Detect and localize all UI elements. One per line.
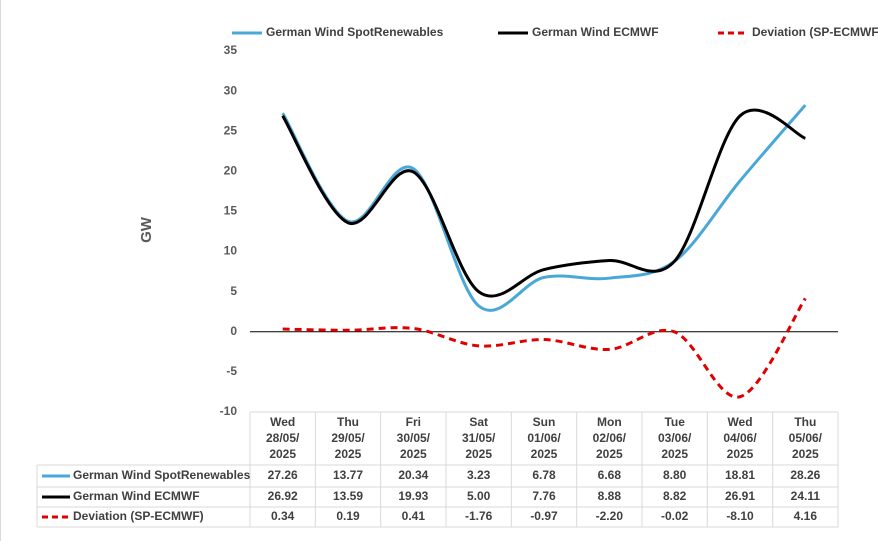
category-label: 03/06/ <box>658 431 692 445</box>
value-label: 28.26 <box>790 468 820 482</box>
category-label: 31/05/ <box>462 431 496 445</box>
category-label: 2025 <box>596 447 623 461</box>
value-label: -8.10 <box>726 509 754 523</box>
value-label: 8.80 <box>663 468 687 482</box>
table-row-label: German Wind SpotRenewables <box>73 468 251 482</box>
y-tick-label: 5 <box>230 284 237 298</box>
category-label: Thu <box>794 415 816 429</box>
y-tick-label: 20 <box>224 164 238 178</box>
value-label: -0.97 <box>530 509 558 523</box>
y-tick-label: 0 <box>230 324 237 338</box>
category-label: 2025 <box>792 447 819 461</box>
value-label: 27.26 <box>268 468 298 482</box>
y-tick-label: 35 <box>224 43 238 57</box>
value-label: 8.88 <box>598 489 622 503</box>
value-label: 26.91 <box>725 489 755 503</box>
category-label: Wed <box>270 415 295 429</box>
category-label: Fri <box>406 415 421 429</box>
series-line <box>281 104 807 312</box>
value-label: 13.59 <box>333 489 363 503</box>
y-tick-label: 10 <box>224 244 238 258</box>
value-label: -2.20 <box>596 509 624 523</box>
category-label: 29/05/ <box>331 431 365 445</box>
category-label: 30/05/ <box>397 431 431 445</box>
category-label: 04/06/ <box>723 431 757 445</box>
value-label: 24.11 <box>791 489 821 503</box>
value-label: 6.68 <box>598 468 622 482</box>
value-label: 5.00 <box>467 489 491 503</box>
category-label: Thu <box>337 415 359 429</box>
category-label: Sat <box>469 415 488 429</box>
y-tick-label: -10 <box>220 404 238 418</box>
value-label: -1.76 <box>465 509 493 523</box>
value-label: 20.34 <box>398 468 428 482</box>
category-label: 2025 <box>531 447 558 461</box>
category-label: 2025 <box>269 447 296 461</box>
category-label: 02/06/ <box>593 431 627 445</box>
category-label: 2025 <box>400 447 427 461</box>
category-label: Mon <box>597 415 622 429</box>
legend-label: German Wind ECMWF <box>532 25 659 39</box>
value-label: 0.41 <box>402 509 426 523</box>
y-axis-label: GW <box>138 216 155 243</box>
category-label: 05/06/ <box>789 431 823 445</box>
category-label: 2025 <box>661 447 688 461</box>
category-label: Wed <box>727 415 752 429</box>
y-tick-label: 15 <box>224 204 238 218</box>
y-tick-label: 25 <box>224 123 238 137</box>
value-label: 13.77 <box>333 468 363 482</box>
category-label: Sun <box>533 415 556 429</box>
value-label: -0.02 <box>661 509 689 523</box>
value-label: 0.19 <box>336 509 360 523</box>
table-row-label: Deviation (SP-ECMWF) <box>73 509 204 523</box>
value-label: 8.82 <box>663 489 687 503</box>
table-row-label: German Wind ECMWF <box>73 489 200 503</box>
series-line <box>282 297 807 399</box>
category-label: 2025 <box>465 447 492 461</box>
legend-label: Deviation (SP-ECMWF) <box>752 25 878 39</box>
value-label: 4.16 <box>794 509 818 523</box>
value-label: 26.92 <box>268 489 298 503</box>
category-label: 28/05/ <box>266 431 300 445</box>
legend-label: German Wind SpotRenewables <box>266 25 444 39</box>
y-tick-label: 30 <box>224 83 238 97</box>
value-label: 3.23 <box>467 468 491 482</box>
value-label: 0.34 <box>271 509 295 523</box>
category-label: 2025 <box>727 447 754 461</box>
y-tick-label: -5 <box>226 364 237 378</box>
value-label: 19.93 <box>398 489 428 503</box>
category-label: 2025 <box>335 447 362 461</box>
category-label: 01/06/ <box>527 431 561 445</box>
series-line <box>281 108 807 298</box>
value-label: 6.78 <box>532 468 556 482</box>
value-label: 7.76 <box>532 489 556 503</box>
value-label: 18.81 <box>725 468 755 482</box>
category-label: Tue <box>664 415 685 429</box>
